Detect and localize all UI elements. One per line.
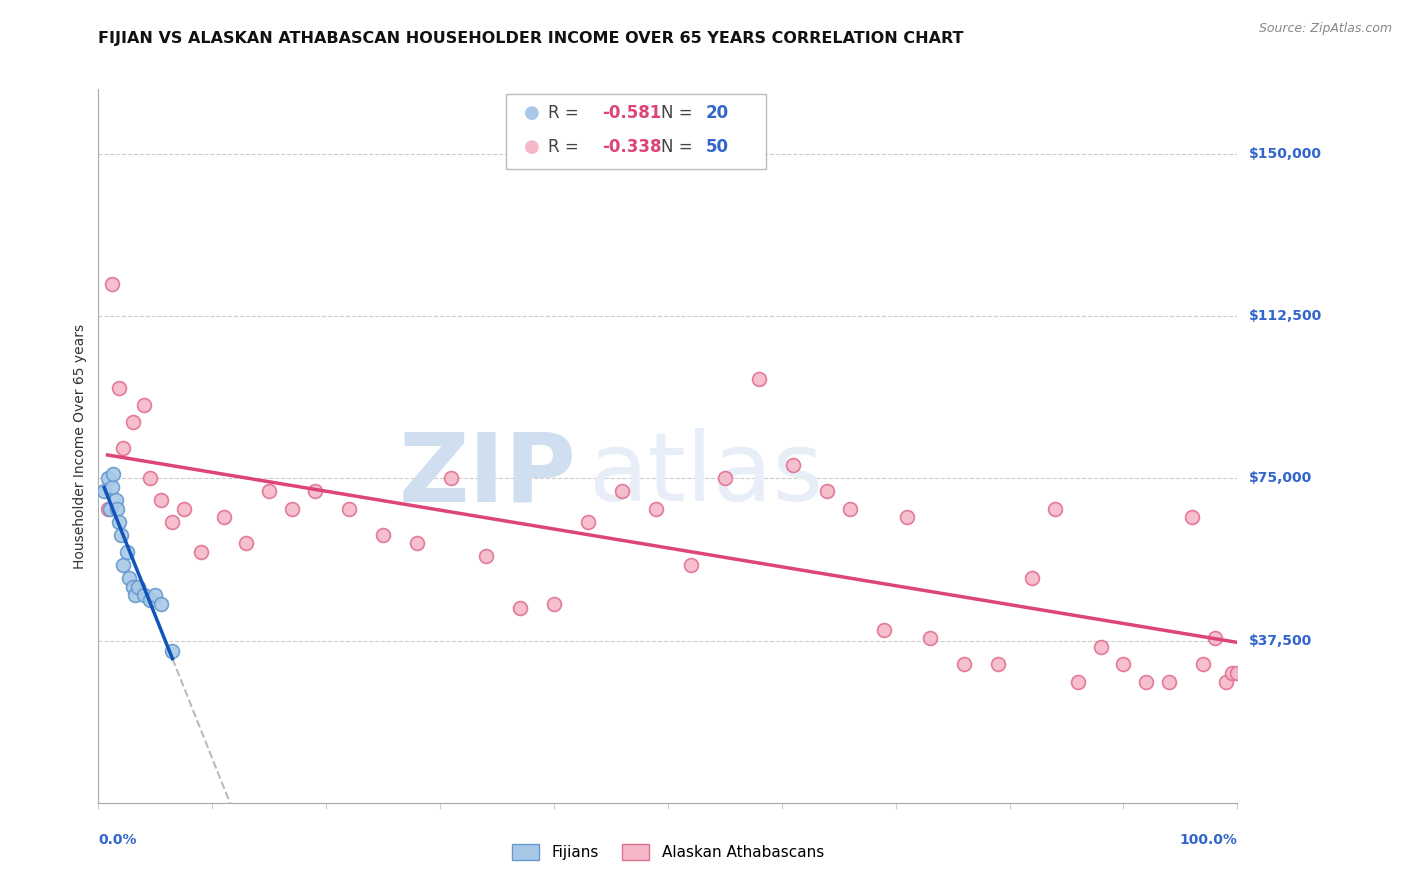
- Text: $150,000: $150,000: [1249, 147, 1322, 161]
- Point: [96, 501, 118, 516]
- Point: [110, 527, 132, 541]
- Text: ●: ●: [524, 104, 540, 122]
- Point: [235, 536, 257, 550]
- Point: [132, 398, 155, 412]
- Point: [138, 471, 160, 485]
- Text: atlas: atlas: [588, 428, 824, 521]
- Point: [173, 501, 195, 516]
- Point: [612, 484, 634, 499]
- Text: R =: R =: [548, 138, 585, 156]
- Point: [115, 545, 138, 559]
- Point: [121, 580, 143, 594]
- Point: [112, 441, 135, 455]
- Point: [543, 597, 565, 611]
- Text: ●: ●: [524, 138, 540, 156]
- Point: [98, 501, 121, 516]
- Point: [873, 623, 896, 637]
- Point: [150, 493, 173, 508]
- Point: [212, 510, 235, 524]
- Text: R =: R =: [548, 104, 585, 122]
- Point: [509, 601, 531, 615]
- Point: [190, 545, 212, 559]
- Point: [93, 484, 115, 499]
- Point: [896, 510, 918, 524]
- Text: $112,500: $112,500: [1249, 310, 1322, 323]
- Point: [1090, 640, 1112, 654]
- Point: [371, 527, 394, 541]
- Point: [1192, 657, 1215, 672]
- Point: [104, 493, 127, 508]
- Point: [1204, 632, 1226, 646]
- Point: [1043, 501, 1066, 516]
- Point: [127, 580, 149, 594]
- Text: $37,500: $37,500: [1249, 633, 1312, 648]
- Point: [748, 372, 770, 386]
- Point: [124, 588, 146, 602]
- Point: [1021, 571, 1043, 585]
- Point: [474, 549, 496, 564]
- Point: [101, 277, 124, 291]
- Point: [281, 501, 304, 516]
- Point: [259, 484, 281, 499]
- Point: [118, 571, 141, 585]
- Point: [1215, 674, 1237, 689]
- Point: [112, 558, 135, 572]
- Point: [440, 471, 463, 485]
- Point: [815, 484, 838, 499]
- Text: 20: 20: [706, 104, 728, 122]
- Point: [953, 657, 976, 672]
- Point: [132, 588, 155, 602]
- Point: [679, 558, 702, 572]
- Text: 0.0%: 0.0%: [98, 833, 136, 847]
- Point: [138, 592, 160, 607]
- Point: [145, 588, 167, 602]
- Point: [576, 515, 599, 529]
- Point: [337, 501, 360, 516]
- Y-axis label: Householder Income Over 65 years: Householder Income Over 65 years: [73, 324, 87, 568]
- Legend: Fijians, Alaskan Athabascans: Fijians, Alaskan Athabascans: [506, 838, 830, 866]
- Point: [406, 536, 429, 550]
- Text: $75,000: $75,000: [1249, 472, 1312, 485]
- Point: [150, 597, 173, 611]
- Text: -0.338: -0.338: [602, 138, 661, 156]
- Point: [987, 657, 1010, 672]
- Point: [121, 415, 143, 429]
- Point: [1226, 666, 1249, 681]
- Text: ZIP: ZIP: [399, 428, 576, 521]
- Point: [839, 501, 862, 516]
- Point: [108, 381, 131, 395]
- Point: [1067, 674, 1090, 689]
- Text: N =: N =: [661, 138, 697, 156]
- Point: [1112, 657, 1135, 672]
- Point: [918, 632, 941, 646]
- Point: [782, 458, 804, 473]
- Text: FIJIAN VS ALASKAN ATHABASCAN HOUSEHOLDER INCOME OVER 65 YEARS CORRELATION CHART: FIJIAN VS ALASKAN ATHABASCAN HOUSEHOLDER…: [98, 31, 965, 46]
- Point: [714, 471, 737, 485]
- Point: [162, 644, 184, 658]
- Point: [162, 515, 184, 529]
- Point: [1157, 674, 1180, 689]
- Point: [96, 471, 118, 485]
- Point: [103, 467, 125, 482]
- Text: -0.581: -0.581: [602, 104, 661, 122]
- Point: [108, 515, 131, 529]
- Point: [1181, 510, 1204, 524]
- Text: 50: 50: [706, 138, 728, 156]
- Point: [101, 480, 124, 494]
- Point: [1220, 666, 1243, 681]
- Point: [1135, 674, 1157, 689]
- Text: Source: ZipAtlas.com: Source: ZipAtlas.com: [1258, 22, 1392, 36]
- Point: [304, 484, 326, 499]
- Text: 100.0%: 100.0%: [1180, 833, 1237, 847]
- Text: N =: N =: [661, 104, 697, 122]
- Point: [645, 501, 668, 516]
- Point: [105, 501, 128, 516]
